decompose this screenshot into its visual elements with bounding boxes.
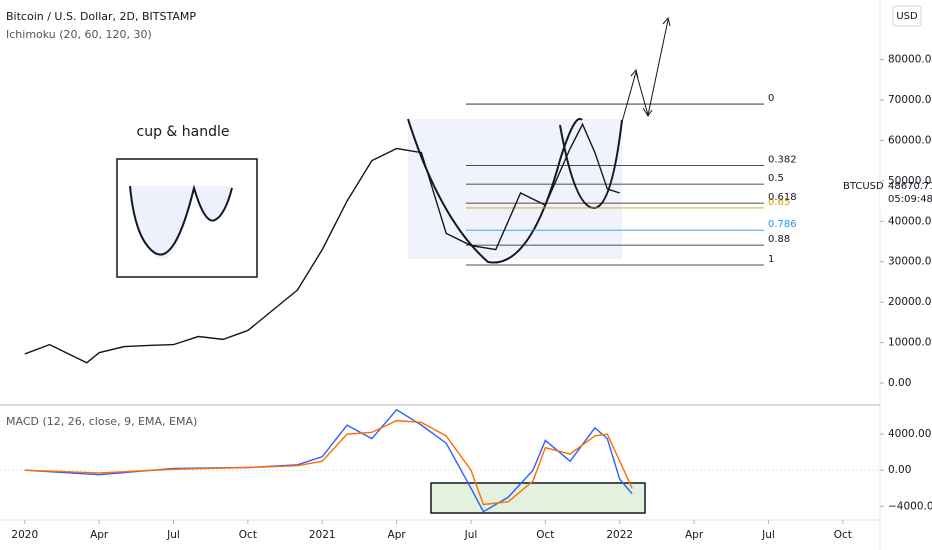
y-tick-label: 30000.00 — [888, 256, 932, 268]
x-tick-label: 2021 — [309, 529, 336, 541]
projection-arrow — [621, 19, 669, 123]
series-line — [24, 122, 620, 364]
x-tick-label: 2020 — [11, 529, 38, 541]
currency-label: USD — [896, 11, 918, 22]
cup-curve — [407, 117, 583, 264]
fib-label: 0.65 — [768, 197, 790, 208]
fib-label: 1 — [768, 254, 774, 265]
price-tag — [880, 177, 932, 207]
price-tag-symbol: BTCUSD — [843, 181, 884, 192]
y-tick-label: 20000.00 — [888, 296, 932, 308]
currency-button[interactable] — [892, 5, 922, 27]
series-line — [24, 419, 633, 506]
fib-label: 0 — [768, 93, 774, 104]
y-tick-label: 60000.00 — [888, 134, 932, 146]
x-tick-label: Oct — [834, 529, 852, 541]
y-tick-label: 0.00 — [888, 464, 911, 476]
chart-title: Bitcoin / U.S. Dollar, 2D, BITSTAMP — [6, 10, 196, 23]
x-tick-label: Apr — [685, 529, 704, 541]
fib-label: 0.88 — [768, 234, 790, 245]
fib-label: 0.786 — [768, 219, 797, 230]
fib-label: 0.382 — [768, 155, 797, 166]
x-tick-label: Apr — [388, 529, 407, 541]
y-tick-label: 4000.00 — [888, 428, 931, 440]
pattern-fill — [130, 186, 232, 260]
price-tag-price: 48670.71 — [888, 181, 932, 192]
x-tick-label: Apr — [90, 529, 109, 541]
x-tick-label: Oct — [239, 529, 257, 541]
x-tick-label: Jul — [761, 529, 775, 541]
x-tick-label: Jul — [166, 529, 180, 541]
x-tick-label: Oct — [536, 529, 554, 541]
y-tick-label: 10000.00 — [888, 337, 932, 349]
y-tick-label: 80000.00 — [888, 54, 932, 66]
y-tick-label: −4000.00 — [888, 500, 932, 512]
price-tag-countdown: 05:09:48 — [888, 194, 932, 205]
indicator-label: Ichimoku (20, 60, 120, 30) — [6, 28, 152, 41]
y-tick-label: 70000.00 — [888, 94, 932, 106]
fib-label: 0.618 — [768, 192, 797, 203]
arrow-heads — [630, 16, 671, 117]
pattern-label: cup & handle — [137, 124, 230, 140]
macd-box — [430, 482, 646, 514]
y-tick-label: 0.00 — [888, 377, 911, 389]
y-tick-label: 40000.00 — [888, 215, 932, 227]
y-tick-label: 50000.00 — [888, 175, 932, 187]
x-tick-label: 2022 — [606, 529, 633, 541]
x-tick-label: Jul — [464, 529, 478, 541]
pane-title: MACD (12, 26, close, 9, EMA, EMA) — [6, 415, 197, 428]
cup-shade — [408, 119, 622, 259]
pattern-curve — [129, 184, 233, 256]
fib-label: 0.5 — [768, 173, 784, 184]
